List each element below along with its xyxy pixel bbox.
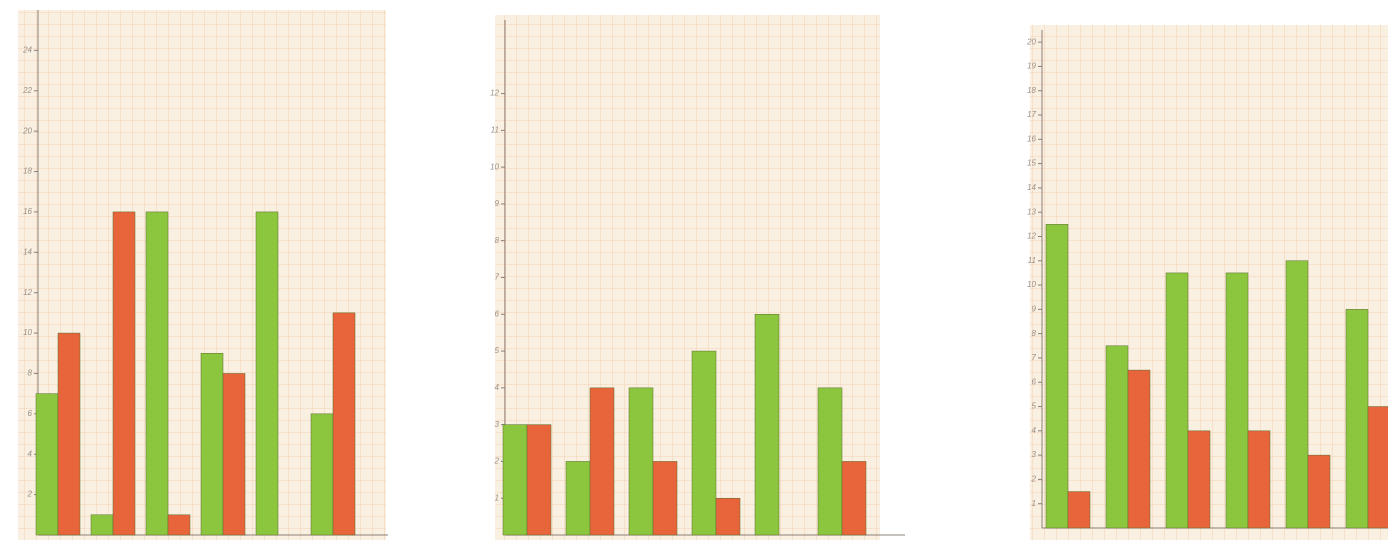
bar — [565, 461, 591, 536]
y-tick-label: 9 — [1032, 304, 1037, 313]
bar — [1045, 224, 1069, 529]
y-tick-label: 18 — [23, 167, 32, 176]
y-tick-label: 9 — [495, 199, 500, 208]
y-tick-label: 10 — [1027, 280, 1036, 289]
y-tick-label: 8 — [1032, 329, 1037, 338]
bar — [1187, 430, 1211, 529]
y-tick-label: 4 — [1032, 426, 1037, 435]
bar — [332, 312, 356, 536]
bar — [145, 211, 169, 536]
y-tick-label: 2 — [27, 490, 33, 499]
y-tick-label: 11 — [491, 125, 499, 134]
bar — [35, 393, 59, 536]
bar — [1225, 272, 1249, 529]
bar — [255, 211, 279, 536]
bar — [628, 387, 654, 536]
y-tick-label: 4 — [495, 383, 500, 392]
y-tick-label: 6 — [28, 409, 33, 418]
y-tick-label: 5 — [495, 346, 500, 355]
y-tick-label: 7 — [495, 273, 500, 282]
y-tick-label: 6 — [495, 309, 500, 318]
y-tick-label: 17 — [1027, 110, 1036, 119]
bar — [526, 424, 552, 536]
y-tick-label: 1 — [1032, 499, 1036, 508]
bar — [715, 497, 741, 536]
y-tick-label: 22 — [22, 86, 32, 95]
bar — [1345, 309, 1369, 529]
bar — [652, 461, 678, 536]
y-tick-label: 6 — [1032, 377, 1037, 386]
y-tick-label: 10 — [23, 328, 32, 337]
y-tick-label: 20 — [22, 126, 32, 135]
y-tick-label: 1 — [495, 493, 499, 502]
bar — [57, 332, 81, 536]
y-tick-label: 18 — [1027, 86, 1036, 95]
y-tick-label: 12 — [1027, 232, 1036, 241]
y-tick-label: 16 — [1027, 134, 1036, 143]
bar — [1067, 491, 1091, 529]
bar — [1165, 272, 1189, 529]
y-tick-label: 2 — [1031, 475, 1037, 484]
y-tick-label: 7 — [1032, 353, 1037, 362]
y-tick-label: 11 — [1028, 256, 1036, 265]
y-tick-label: 14 — [23, 247, 32, 256]
y-tick-label: 15 — [1027, 159, 1036, 168]
bar — [200, 353, 224, 536]
paper-2 — [495, 15, 880, 540]
bar — [817, 387, 843, 536]
bar — [1105, 345, 1129, 529]
bar — [589, 387, 615, 536]
bar — [167, 514, 191, 536]
y-tick-label: 16 — [23, 207, 32, 216]
bar — [1285, 260, 1309, 529]
y-tick-label: 3 — [495, 420, 500, 429]
bar — [1367, 406, 1388, 529]
y-tick-label: 4 — [28, 449, 33, 458]
y-tick-label: 12 — [23, 288, 32, 297]
y-tick-label: 13 — [1027, 207, 1036, 216]
y-tick-label: 2 — [494, 457, 500, 466]
y-tick-label: 10 — [490, 162, 499, 171]
bar — [222, 373, 246, 536]
bar — [1127, 369, 1151, 529]
y-tick-label: 8 — [28, 369, 33, 378]
bar — [1307, 454, 1331, 529]
y-tick-label: 8 — [495, 236, 500, 245]
bar — [691, 350, 717, 536]
bar — [841, 461, 867, 536]
y-tick-label: 14 — [1027, 183, 1036, 192]
y-tick-label: 19 — [1027, 62, 1036, 71]
y-tick-label: 20 — [1026, 37, 1036, 46]
bar — [310, 413, 334, 536]
y-tick-label: 5 — [1032, 402, 1037, 411]
y-tick-label: 3 — [1032, 450, 1037, 459]
bar — [112, 211, 136, 536]
bar — [1247, 430, 1271, 529]
y-tick-label: 24 — [22, 45, 32, 54]
y-tick-label: 12 — [490, 89, 499, 98]
bar — [754, 314, 780, 536]
bar — [90, 514, 114, 536]
bar — [502, 424, 528, 536]
